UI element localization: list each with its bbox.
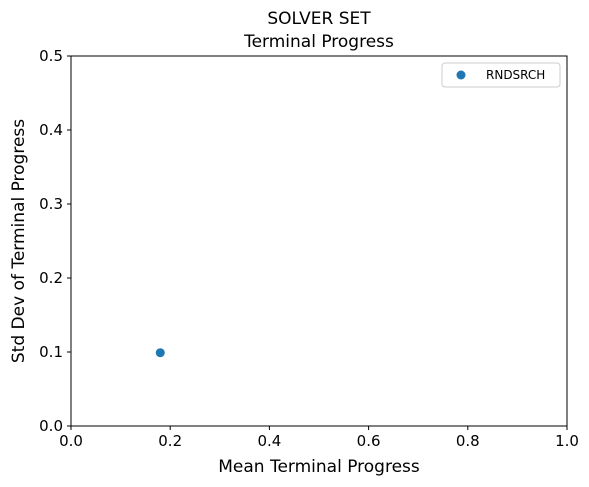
x-tick-label: 0.4 [257, 432, 281, 450]
legend: RNDSRCH [441, 62, 561, 88]
y-axis-label: Std Dev of Terminal Progress [9, 119, 29, 363]
y-tick-label: 0.4 [39, 121, 63, 139]
x-tick-label: 0.6 [357, 432, 381, 450]
x-tick-label: 0.2 [158, 432, 182, 450]
scatter-point [155, 348, 165, 358]
y-tick-label: 0.5 [39, 47, 63, 65]
chart-title-line-2: Terminal Progress [243, 32, 394, 52]
legend-box [441, 62, 561, 88]
plot-area [70, 55, 568, 427]
y-tick-label: 0.3 [39, 195, 63, 213]
legend-marker [456, 70, 466, 80]
chart-title-line-1: SOLVER SET [267, 9, 371, 29]
y-axis-ticks: 0.0 0.1 0.2 0.3 0.4 0.5 [39, 47, 71, 435]
y-tick-label: 0.1 [39, 343, 63, 361]
data-points [155, 348, 165, 358]
legend-label: RNDSRCH [486, 68, 545, 82]
x-tick-label: 0.0 [59, 432, 83, 450]
x-axis-ticks: 0.0 0.2 0.4 0.6 0.8 1.0 [59, 426, 579, 450]
x-tick-label: 1.0 [555, 432, 579, 450]
x-axis-label: Mean Terminal Progress [218, 457, 420, 477]
y-tick-label: 0.0 [39, 417, 63, 435]
x-tick-label: 0.8 [456, 432, 480, 450]
y-tick-label: 0.2 [39, 269, 63, 287]
